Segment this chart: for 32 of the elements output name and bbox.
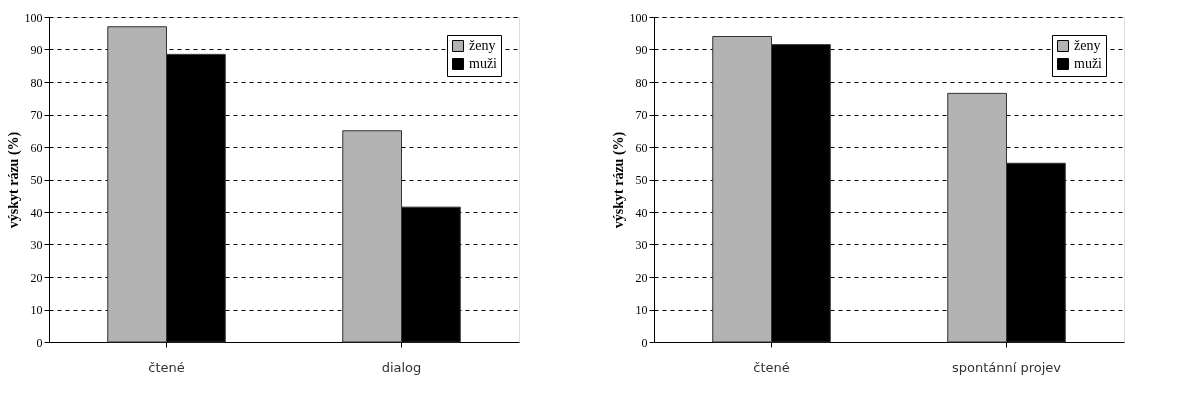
y-tick-label: 20 [30,270,43,285]
y-tick-label: 80 [30,75,43,90]
y-tick-label: 0 [36,335,43,350]
y-tick-label: 50 [30,173,43,187]
y-tick-label: 90 [635,43,648,57]
legend-label: muži [469,56,498,71]
x-tick-label: čtené [148,359,185,375]
x-tick-label: spontánní projev [951,359,1062,375]
y-tick-label: 20 [635,270,648,285]
y-tick-label: 0 [641,335,648,350]
x-tick-label: čtené [753,359,790,375]
y-tick-label: 90 [30,43,43,57]
legend-label: ženy [1074,38,1101,53]
y-tick-label: 10 [30,303,43,317]
y-tick-label: 30 [635,238,648,252]
y-axis-title: výskyt rázu (%) [610,131,627,229]
y-tick-label: 40 [635,205,648,220]
y-tick-label: 50 [635,173,648,187]
legend-label: ženy [469,38,496,53]
y-tick-label: 10 [635,303,648,317]
y-tick-label: 30 [30,238,43,252]
x-tick-label: dialog [381,359,422,375]
y-tick-label: 100 [24,10,43,25]
legend-label: muži [1074,56,1103,71]
y-axis-title: výskyt rázu (%) [5,131,22,229]
y-tick-label: 100 [629,10,648,25]
y-tick-label: 60 [30,140,43,155]
y-tick-label: 70 [30,108,43,122]
y-tick-label: 80 [635,75,648,90]
y-tick-label: 70 [635,108,648,122]
y-tick-label: 40 [30,205,43,220]
y-tick-label: 60 [635,140,648,155]
